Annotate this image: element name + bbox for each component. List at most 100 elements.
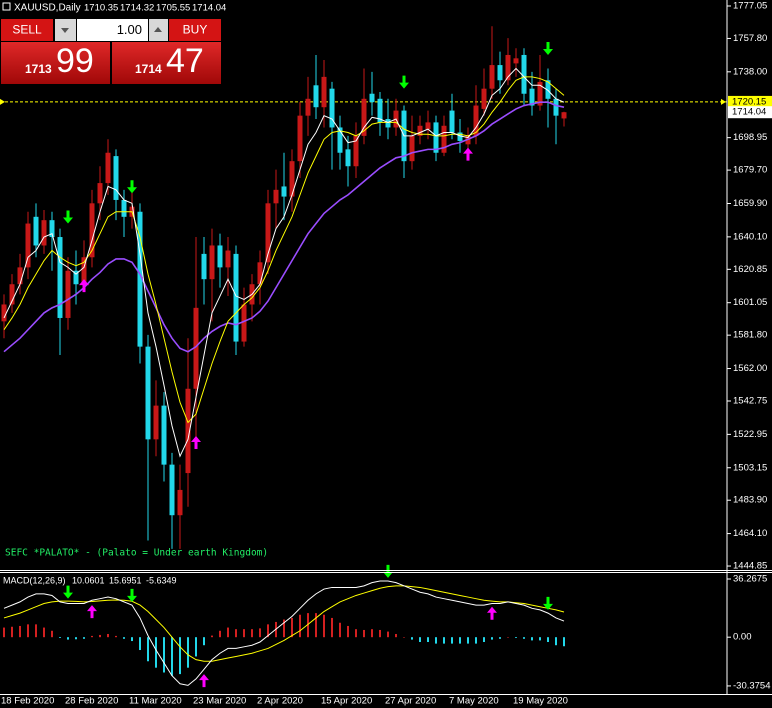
bid-small[interactable]: 99 [56, 42, 94, 80]
histogram-bar [451, 637, 453, 644]
signal-arrow-down [543, 596, 553, 610]
histogram-bar [467, 637, 469, 644]
histogram-bar [483, 637, 485, 643]
signal-arrow-up [191, 435, 201, 449]
header-high: 1714.32 [120, 3, 154, 14]
histogram-bar [547, 637, 549, 643]
histogram-bar [395, 633, 397, 638]
candle-body [257, 262, 263, 285]
y-tick-label: 1503.15 [733, 462, 767, 473]
signal-arrow-up [463, 147, 473, 161]
candle-body [345, 149, 351, 167]
bid-big[interactable]: 1713 [25, 62, 52, 76]
y-tick-label: 1620.85 [733, 264, 767, 275]
candle-body [65, 270, 71, 318]
candle-body [425, 122, 431, 130]
candle-body [545, 80, 551, 99]
x-tick-label: 18 Feb 2020 [1, 696, 54, 707]
histogram-bar [443, 637, 445, 644]
histogram-bar [19, 625, 21, 638]
signal-value: 15.6951 [109, 575, 142, 585]
histogram-bar [435, 637, 437, 644]
lot-value[interactable]: 1.00 [117, 22, 142, 37]
histogram-bar [259, 628, 261, 638]
y-tick-label: 1464.10 [733, 528, 767, 539]
histogram-bar [43, 627, 45, 638]
histogram-bar [171, 637, 173, 676]
header-close: 1714.04 [192, 3, 226, 14]
signal-arrow-up [199, 674, 209, 688]
candle-body [457, 132, 463, 141]
histogram-bar [555, 637, 557, 646]
histogram-bar [515, 637, 517, 638]
buy-label[interactable]: BUY [183, 23, 208, 37]
histogram-bar [235, 629, 237, 638]
histogram-bar [347, 625, 349, 638]
candle-body [529, 88, 535, 106]
candle-body [169, 464, 175, 516]
histogram-bar [251, 629, 253, 638]
candle-body [377, 98, 383, 123]
ask-small[interactable]: 47 [166, 42, 204, 80]
candle-body [361, 98, 367, 136]
trade-panel: SELL 1.00 BUY 1713 99 1714 47 [1, 19, 221, 84]
candle-body [289, 161, 295, 197]
histogram-bar [203, 637, 205, 646]
histogram-bar [507, 637, 509, 638]
lot-box[interactable] [77, 19, 148, 41]
x-tick-label: 28 Feb 2020 [65, 696, 118, 707]
candle-body [489, 65, 495, 89]
x-tick-label: 27 Apr 2020 [385, 696, 436, 707]
histogram-bar [355, 629, 357, 638]
ask-big[interactable]: 1714 [135, 62, 162, 76]
histogram-bar [563, 637, 565, 647]
candle-body [385, 119, 391, 128]
histogram-bar [155, 637, 157, 668]
candle-body [217, 245, 223, 268]
histogram-bar [411, 637, 413, 640]
candle-body [153, 405, 159, 440]
histogram-bar [299, 614, 301, 638]
x-tick-label: 23 Mar 2020 [193, 696, 246, 707]
candle-body [273, 189, 279, 204]
candle-body [281, 186, 287, 197]
candle-body [353, 135, 359, 167]
y-tick-label: 1562.00 [733, 363, 767, 374]
macd-line [3, 580, 565, 686]
candle-body [41, 220, 47, 246]
sell-button[interactable] [1, 19, 53, 41]
histogram-bar [539, 637, 541, 641]
y-tick-label: 1777.05 [733, 1, 767, 12]
candle-body [9, 284, 15, 305]
signal-arrow-down [383, 564, 393, 578]
sell-label[interactable]: SELL [12, 23, 42, 37]
candle-body [177, 489, 183, 516]
price-line-label: 1720.15 [732, 96, 766, 107]
ask-box[interactable] [112, 42, 221, 84]
y-tick-label: 1757.80 [733, 33, 767, 44]
histogram-bar [323, 614, 325, 638]
candle-body [521, 54, 527, 94]
header-open: 1710.35 [84, 3, 118, 14]
signal-arrow-down [399, 75, 409, 89]
candle-body [225, 250, 231, 268]
bid-box[interactable] [1, 42, 110, 84]
symbol-title: XAUUSD,Daily [14, 3, 81, 14]
candle-body [161, 405, 167, 465]
buy-button[interactable] [169, 19, 221, 41]
x-tick-label: 15 Apr 2020 [321, 696, 372, 707]
candle-body [265, 203, 271, 263]
header-low: 1705.55 [156, 3, 190, 14]
histogram-bar [67, 637, 69, 640]
candle-body [337, 127, 343, 153]
symbol-icon [2, 2, 11, 11]
y-tick-label: 1581.80 [733, 330, 767, 341]
histogram-bar [75, 637, 77, 640]
histogram-bar [403, 637, 405, 638]
histogram-bar [219, 630, 221, 638]
candle-body [473, 105, 479, 136]
histogram-bar [531, 637, 533, 641]
histogram-bar [283, 619, 285, 638]
histogram-bar [99, 634, 101, 638]
y-tick-label: 1522.95 [733, 429, 767, 440]
